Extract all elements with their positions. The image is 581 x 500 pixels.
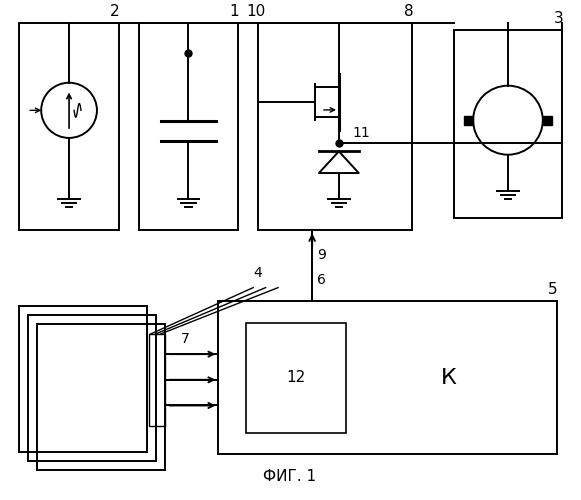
Text: 4: 4 [253,266,262,280]
Text: 7: 7 [181,332,189,346]
Text: 3: 3 [554,12,564,26]
Text: ФИГ. 1: ФИГ. 1 [263,470,317,484]
Text: 1: 1 [229,4,239,20]
Bar [543,116,552,124]
Text: К: К [440,368,456,388]
Text: 8: 8 [404,4,413,20]
Text: 11: 11 [353,126,371,140]
Text: 9: 9 [317,248,326,262]
Text: 2: 2 [110,4,120,20]
Text: 10: 10 [246,4,266,20]
Bar [464,116,473,124]
Text: 6: 6 [317,272,326,286]
Text: 12: 12 [286,370,306,386]
Text: 5: 5 [548,282,558,298]
